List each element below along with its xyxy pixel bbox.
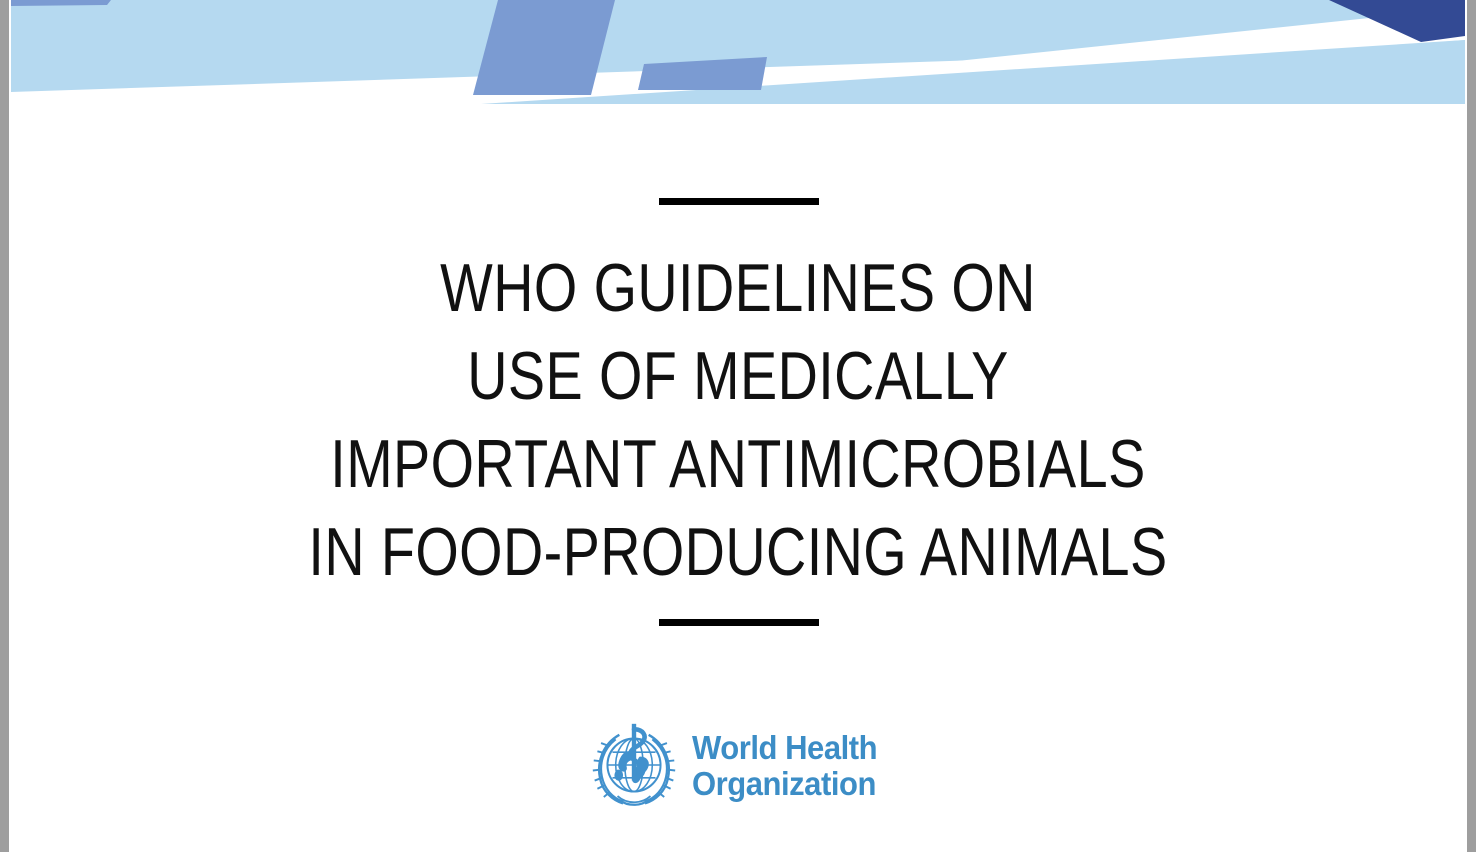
who-wordmark-line-1: World Health: [691, 728, 878, 766]
header-banner: [11, 0, 1465, 104]
viewer-left-rail-highlight: [9, 0, 11, 852]
title-line-4: IN FOOD-PRODUCING ANIMALS: [308, 514, 1168, 590]
title-line-3: IMPORTANT ANTIMICROBIALS: [330, 426, 1146, 502]
viewer-left-rail: [0, 0, 9, 852]
white-diagonal-wedge-upper: [756, 8, 1465, 96]
who-wordmark: World Health Organization: [692, 731, 889, 800]
viewer-right-rail-highlight: [1465, 0, 1467, 852]
rule-above-title: [659, 198, 819, 205]
viewer-right-rail[interactable]: [1467, 0, 1476, 852]
medium-blue-parallelogram-small-shape: [638, 57, 767, 90]
medium-blue-sliver-shape: [11, 0, 111, 6]
rule-below-title: [659, 619, 819, 626]
who-wordmark-line-2: Organization: [691, 764, 876, 802]
cover-content: WHO GUIDELINES ON USE OF MEDICALLY IMPOR…: [11, 104, 1465, 852]
medium-blue-parallelogram-large-shape: [473, 0, 615, 95]
page-title: WHO GUIDELINES ON USE OF MEDICALLY IMPOR…: [11, 244, 1465, 596]
title-line-2: USE OF MEDICALLY: [467, 338, 1009, 414]
who-emblem-icon: [588, 722, 680, 808]
title-line-1: WHO GUIDELINES ON: [440, 250, 1036, 326]
who-logo-lockup: World Health Organization: [11, 722, 1465, 808]
dark-navy-parallelogram-shape: [1329, 0, 1465, 42]
